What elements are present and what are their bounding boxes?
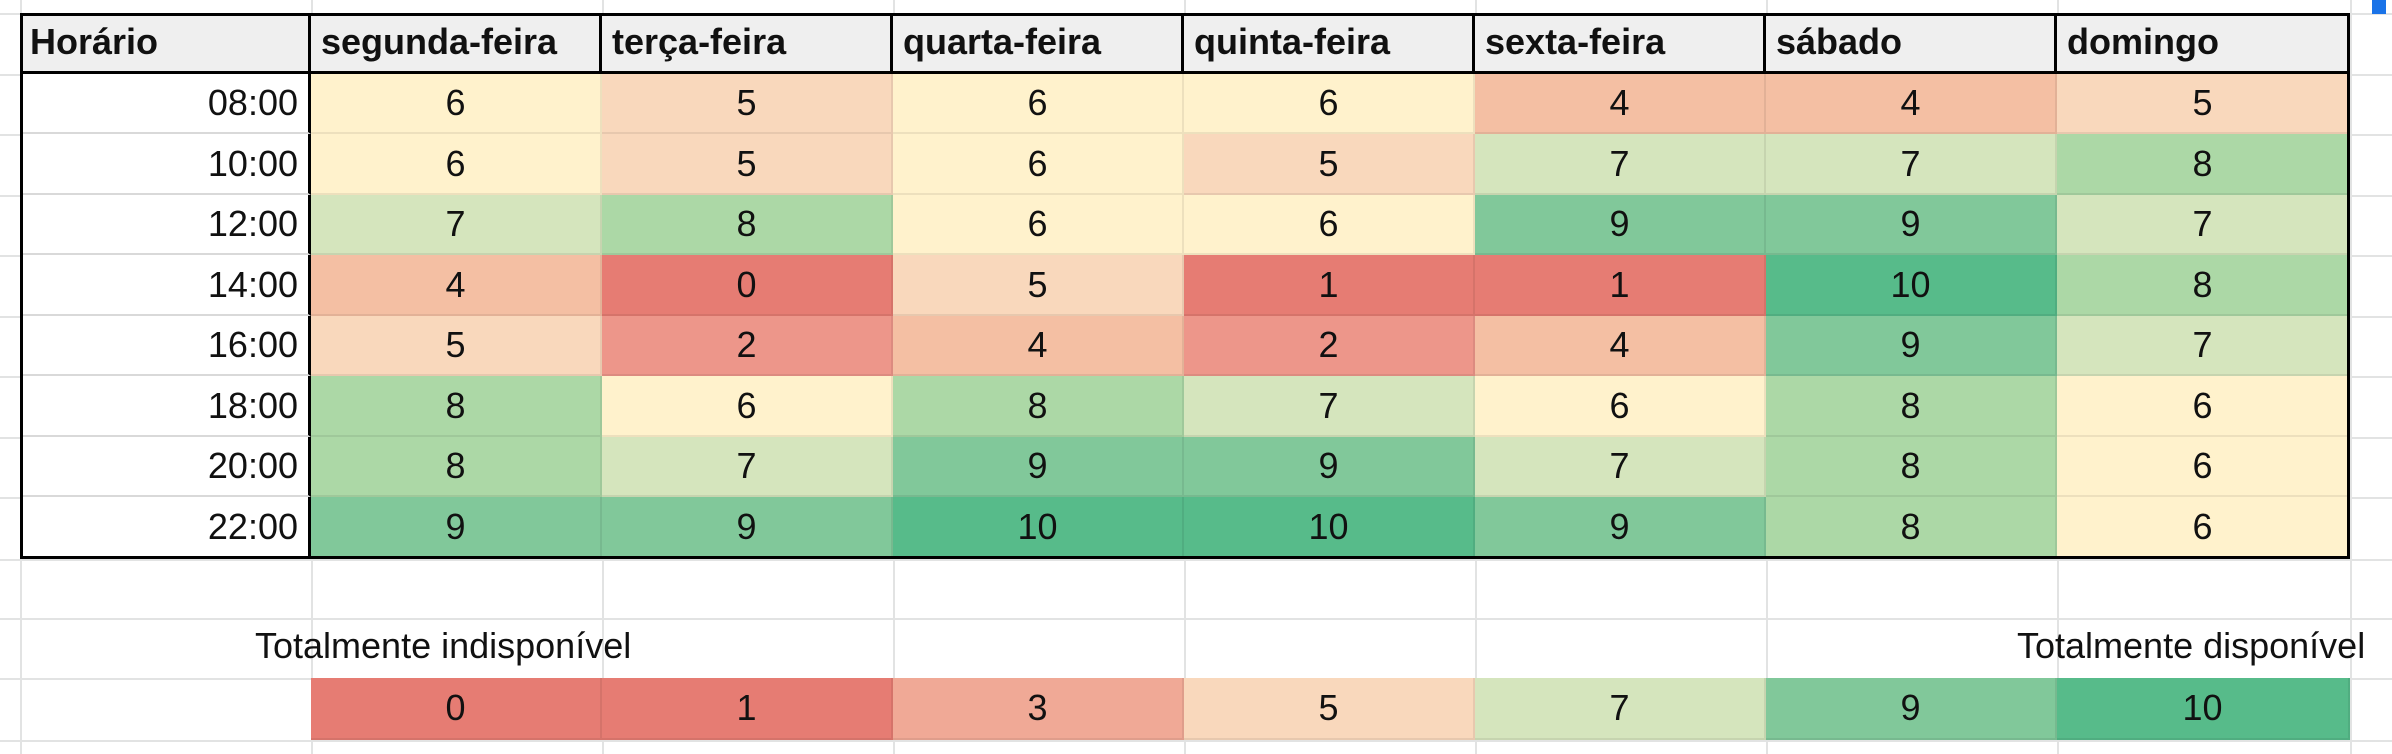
availability-cell[interactable]: 7 <box>1766 134 2057 195</box>
availability-cell[interactable]: 6 <box>311 74 602 134</box>
gridline <box>0 618 2392 620</box>
legend-left-label: Totalmente indisponível <box>255 625 632 666</box>
availability-cell[interactable]: 6 <box>2057 376 2350 437</box>
availability-cell[interactable]: 4 <box>311 255 602 316</box>
legend-scale-cell: 10 <box>2057 678 2350 740</box>
availability-cell[interactable]: 9 <box>1475 195 1766 255</box>
availability-cell[interactable]: 8 <box>893 376 1184 437</box>
availability-cell[interactable]: 5 <box>1184 134 1475 195</box>
time-cell[interactable]: 16:00 <box>20 316 311 376</box>
availability-cell[interactable]: 8 <box>1766 437 2057 497</box>
availability-cell[interactable]: 5 <box>602 74 893 134</box>
availability-cell[interactable]: 1 <box>1184 255 1475 316</box>
time-cell[interactable]: 10:00 <box>20 134 311 195</box>
legend-right-label: Totalmente disponível <box>2017 625 2366 666</box>
availability-cell[interactable]: 9 <box>602 497 893 559</box>
availability-cell[interactable]: 6 <box>2057 437 2350 497</box>
legend-scale-cell: 5 <box>1184 678 1475 740</box>
header-day: sexta-feira <box>1475 13 1766 74</box>
availability-cell[interactable]: 10 <box>893 497 1184 559</box>
availability-cell[interactable]: 6 <box>2057 497 2350 559</box>
time-cell[interactable]: 22:00 <box>20 497 311 559</box>
availability-cell[interactable]: 7 <box>1475 437 1766 497</box>
availability-cell[interactable]: 5 <box>311 316 602 376</box>
availability-cell[interactable]: 2 <box>1184 316 1475 376</box>
availability-cell[interactable]: 9 <box>1766 316 2057 376</box>
time-cell[interactable]: 20:00 <box>20 437 311 497</box>
availability-cell[interactable]: 6 <box>893 134 1184 195</box>
availability-cell[interactable]: 7 <box>1184 376 1475 437</box>
availability-cell[interactable]: 7 <box>2057 316 2350 376</box>
availability-cell[interactable]: 4 <box>893 316 1184 376</box>
header-day: quinta-feira <box>1184 13 1475 74</box>
legend-scale-cell: 1 <box>602 678 893 740</box>
time-cell[interactable]: 08:00 <box>20 74 311 134</box>
availability-cell[interactable]: 4 <box>1475 316 1766 376</box>
availability-cell[interactable]: 7 <box>311 195 602 255</box>
availability-cell[interactable]: 6 <box>1184 74 1475 134</box>
legend-scale-cell: 3 <box>893 678 1184 740</box>
availability-cell[interactable]: 5 <box>2057 74 2350 134</box>
availability-cell[interactable]: 10 <box>1184 497 1475 559</box>
time-cell[interactable]: 12:00 <box>20 195 311 255</box>
availability-cell[interactable]: 1 <box>1475 255 1766 316</box>
legend-scale-cell: 7 <box>1475 678 1766 740</box>
availability-cell[interactable]: 6 <box>893 195 1184 255</box>
availability-cell[interactable]: 6 <box>1475 376 1766 437</box>
time-cell[interactable]: 14:00 <box>20 255 311 316</box>
selection-handle[interactable] <box>2372 0 2386 14</box>
header-day: quarta-feira <box>893 13 1184 74</box>
availability-cell[interactable]: 8 <box>602 195 893 255</box>
availability-cell[interactable]: 8 <box>1766 376 2057 437</box>
legend-scale-cell: 9 <box>1766 678 2057 740</box>
availability-cell[interactable]: 8 <box>311 376 602 437</box>
availability-cell[interactable]: 5 <box>602 134 893 195</box>
availability-cell[interactable]: 5 <box>893 255 1184 316</box>
availability-cell[interactable]: 9 <box>311 497 602 559</box>
availability-cell[interactable]: 7 <box>602 437 893 497</box>
gridline <box>0 740 2392 742</box>
availability-cell[interactable]: 4 <box>1766 74 2057 134</box>
header-day: terça-feira <box>602 13 893 74</box>
availability-cell[interactable]: 9 <box>1184 437 1475 497</box>
header-day: sábado <box>1766 13 2057 74</box>
availability-cell[interactable]: 2 <box>602 316 893 376</box>
availability-cell[interactable]: 9 <box>893 437 1184 497</box>
availability-cell[interactable]: 4 <box>1475 74 1766 134</box>
availability-cell[interactable]: 8 <box>2057 255 2350 316</box>
header-day: domingo <box>2057 13 2350 74</box>
availability-cell[interactable]: 9 <box>1475 497 1766 559</box>
availability-cell[interactable]: 6 <box>893 74 1184 134</box>
availability-cell[interactable]: 8 <box>1766 497 2057 559</box>
availability-cell[interactable]: 7 <box>1475 134 1766 195</box>
header-time: Horário <box>20 13 311 74</box>
availability-cell[interactable]: 6 <box>311 134 602 195</box>
time-cell[interactable]: 18:00 <box>20 376 311 437</box>
legend-scale-cell: 0 <box>311 678 602 740</box>
availability-cell[interactable]: 0 <box>602 255 893 316</box>
header-day: segunda-feira <box>311 13 602 74</box>
gridline <box>0 559 2392 561</box>
availability-cell[interactable]: 6 <box>602 376 893 437</box>
availability-cell[interactable]: 8 <box>311 437 602 497</box>
availability-cell[interactable]: 10 <box>1766 255 2057 316</box>
availability-cell[interactable]: 6 <box>1184 195 1475 255</box>
availability-cell[interactable]: 7 <box>2057 195 2350 255</box>
availability-cell[interactable]: 8 <box>2057 134 2350 195</box>
availability-cell[interactable]: 9 <box>1766 195 2057 255</box>
